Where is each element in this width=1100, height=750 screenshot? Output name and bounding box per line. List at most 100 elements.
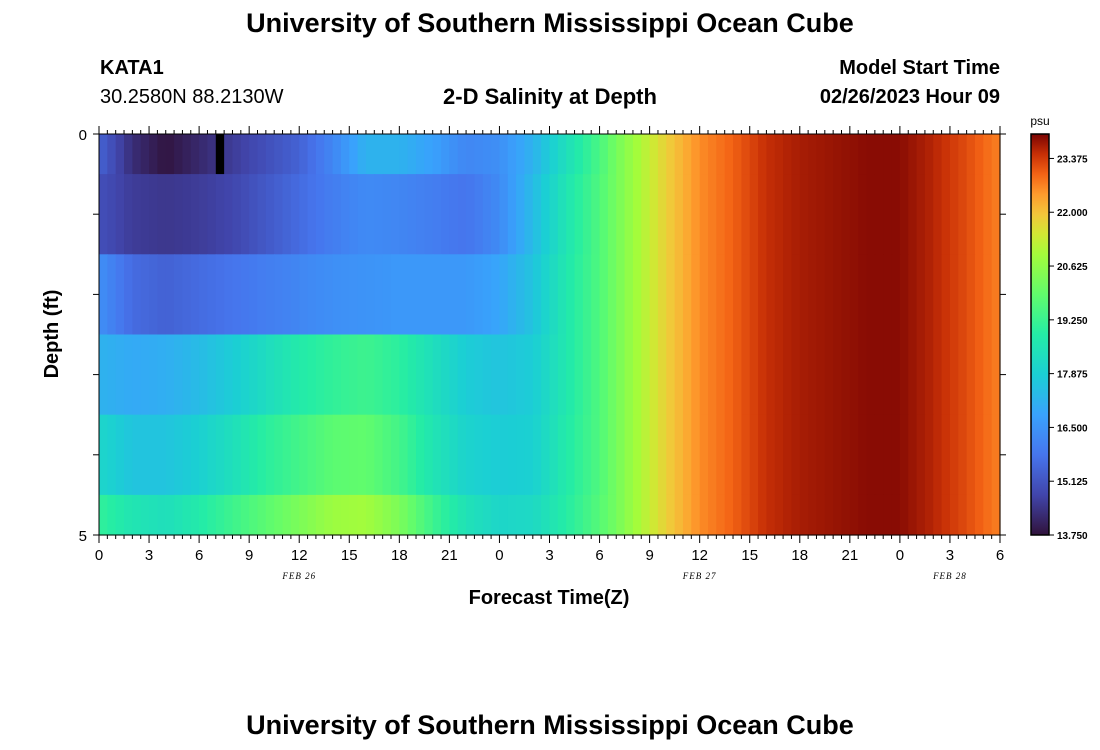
- heatmap-cell: [874, 334, 884, 416]
- heatmap-cell: [307, 494, 317, 536]
- colorbar-tick-label: 16.500: [1057, 423, 1088, 434]
- heatmap-cell: [858, 254, 868, 336]
- heatmap-cell: [883, 174, 893, 255]
- colorbar-tick-label: 17.875: [1057, 370, 1088, 381]
- x-tick-label: 3: [946, 547, 954, 564]
- heatmap-cell: [799, 254, 809, 336]
- heatmap-cell: [574, 174, 584, 255]
- heatmap-cell: [249, 134, 259, 175]
- heatmap-cell: [941, 414, 951, 496]
- heatmap-cell: [365, 254, 375, 336]
- heatmap-cell: [299, 254, 309, 336]
- heatmap-cell: [165, 414, 175, 496]
- heatmap-cell: [257, 414, 267, 496]
- heatmap-cell: [808, 254, 818, 336]
- heatmap-cell: [666, 334, 676, 416]
- heatmap-cell: [749, 254, 759, 336]
- heatmap-cell: [582, 134, 592, 175]
- heatmap-cell-missing: [215, 134, 225, 175]
- heatmap-cell: [874, 414, 884, 496]
- y-tick-label: 5: [79, 528, 87, 545]
- heatmap-cell: [132, 414, 142, 496]
- heatmap-cell: [958, 254, 968, 336]
- heatmap-cell: [315, 174, 325, 255]
- heatmap-cell: [182, 174, 192, 255]
- heatmap-cell: [916, 254, 926, 336]
- x-tick-label: 3: [545, 547, 553, 564]
- heatmap-cell: [983, 134, 993, 175]
- heatmap-cell: [457, 174, 467, 255]
- heatmap-cell: [699, 334, 709, 416]
- heatmap-cell: [924, 494, 934, 536]
- heatmap-cell: [799, 414, 809, 496]
- heatmap-cell: [733, 494, 742, 536]
- heatmap-cell: [649, 254, 659, 336]
- heatmap-cell: [224, 334, 234, 416]
- heatmap-cell: [115, 334, 125, 416]
- heatmap-cell: [749, 134, 759, 175]
- heatmap-cell: [149, 174, 158, 255]
- heatmap-cell: [149, 414, 158, 496]
- heatmap-cell: [374, 134, 384, 175]
- heatmap-cell: [416, 494, 425, 536]
- x-tick-label: 15: [341, 547, 358, 564]
- heatmap-cell: [232, 334, 242, 416]
- heatmap-cell: [474, 134, 484, 175]
- x-tick-label: 0: [495, 547, 503, 564]
- heatmap-cell: [783, 174, 793, 255]
- x-date-label: FEB 28: [932, 571, 967, 581]
- heatmap-cell: [841, 254, 851, 336]
- heatmap-cell: [766, 174, 776, 255]
- heatmap-cell: [966, 174, 976, 255]
- heatmap-cell: [541, 254, 551, 336]
- heatmap-cell: [416, 414, 425, 496]
- heatmap-cell: [866, 134, 876, 175]
- heatmap-cell: [532, 254, 542, 336]
- heatmap-cell: [257, 174, 267, 255]
- heatmap-cell: [315, 414, 325, 496]
- heatmap-cell: [407, 414, 417, 496]
- heatmap-cell: [432, 414, 442, 496]
- heatmap-cell: [874, 174, 884, 255]
- heatmap-cell: [474, 254, 484, 336]
- heatmap-cell: [349, 134, 359, 175]
- heatmap-cell: [682, 254, 692, 336]
- heatmap-cell: [149, 334, 158, 416]
- heatmap-cell: [974, 134, 984, 175]
- heatmap-cell: [332, 494, 342, 536]
- heatmap-cell: [657, 414, 667, 496]
- heatmap-cell: [524, 254, 534, 336]
- heatmap-cell: [599, 174, 609, 255]
- heatmap-cell: [432, 254, 442, 336]
- heatmap-cell: [891, 174, 901, 255]
- heatmap-cell: [791, 334, 801, 416]
- heatmap-cell: [315, 334, 325, 416]
- y-axis: 05: [79, 127, 1006, 545]
- heatmap-cell: [866, 494, 876, 536]
- colorbar: psu 23.375 22.000 20.625 19.250 17.875 16.500 1…: [1030, 114, 1088, 542]
- heatmap-cell: [624, 134, 634, 175]
- heatmap-cell: [841, 134, 851, 175]
- heatmap-cell: [824, 134, 834, 175]
- heatmap-cell: [674, 414, 684, 496]
- heatmap-cell: [182, 494, 192, 536]
- heatmap-cell: [783, 494, 793, 536]
- heatmap-cell: [908, 174, 918, 255]
- heatmap-cell: [290, 414, 300, 496]
- heatmap-cell: [691, 134, 701, 175]
- station-id: KATA1: [100, 57, 164, 79]
- heatmap-cell: [174, 334, 184, 416]
- heatmap-cell: [591, 494, 601, 536]
- heatmap-cell: [449, 494, 459, 536]
- heatmap-cell: [849, 174, 859, 255]
- heatmap-cell: [591, 254, 601, 336]
- heatmap-cell: [758, 414, 767, 496]
- heatmap-cell: [349, 414, 359, 496]
- heatmap-cell: [958, 134, 968, 175]
- heatmap-cell: [299, 494, 309, 536]
- heatmap-cell: [474, 334, 484, 416]
- heatmap-cell: [240, 134, 250, 175]
- heatmap-cell: [282, 494, 292, 536]
- heatmap-cell: [899, 334, 909, 416]
- heatmap-cell: [315, 254, 325, 336]
